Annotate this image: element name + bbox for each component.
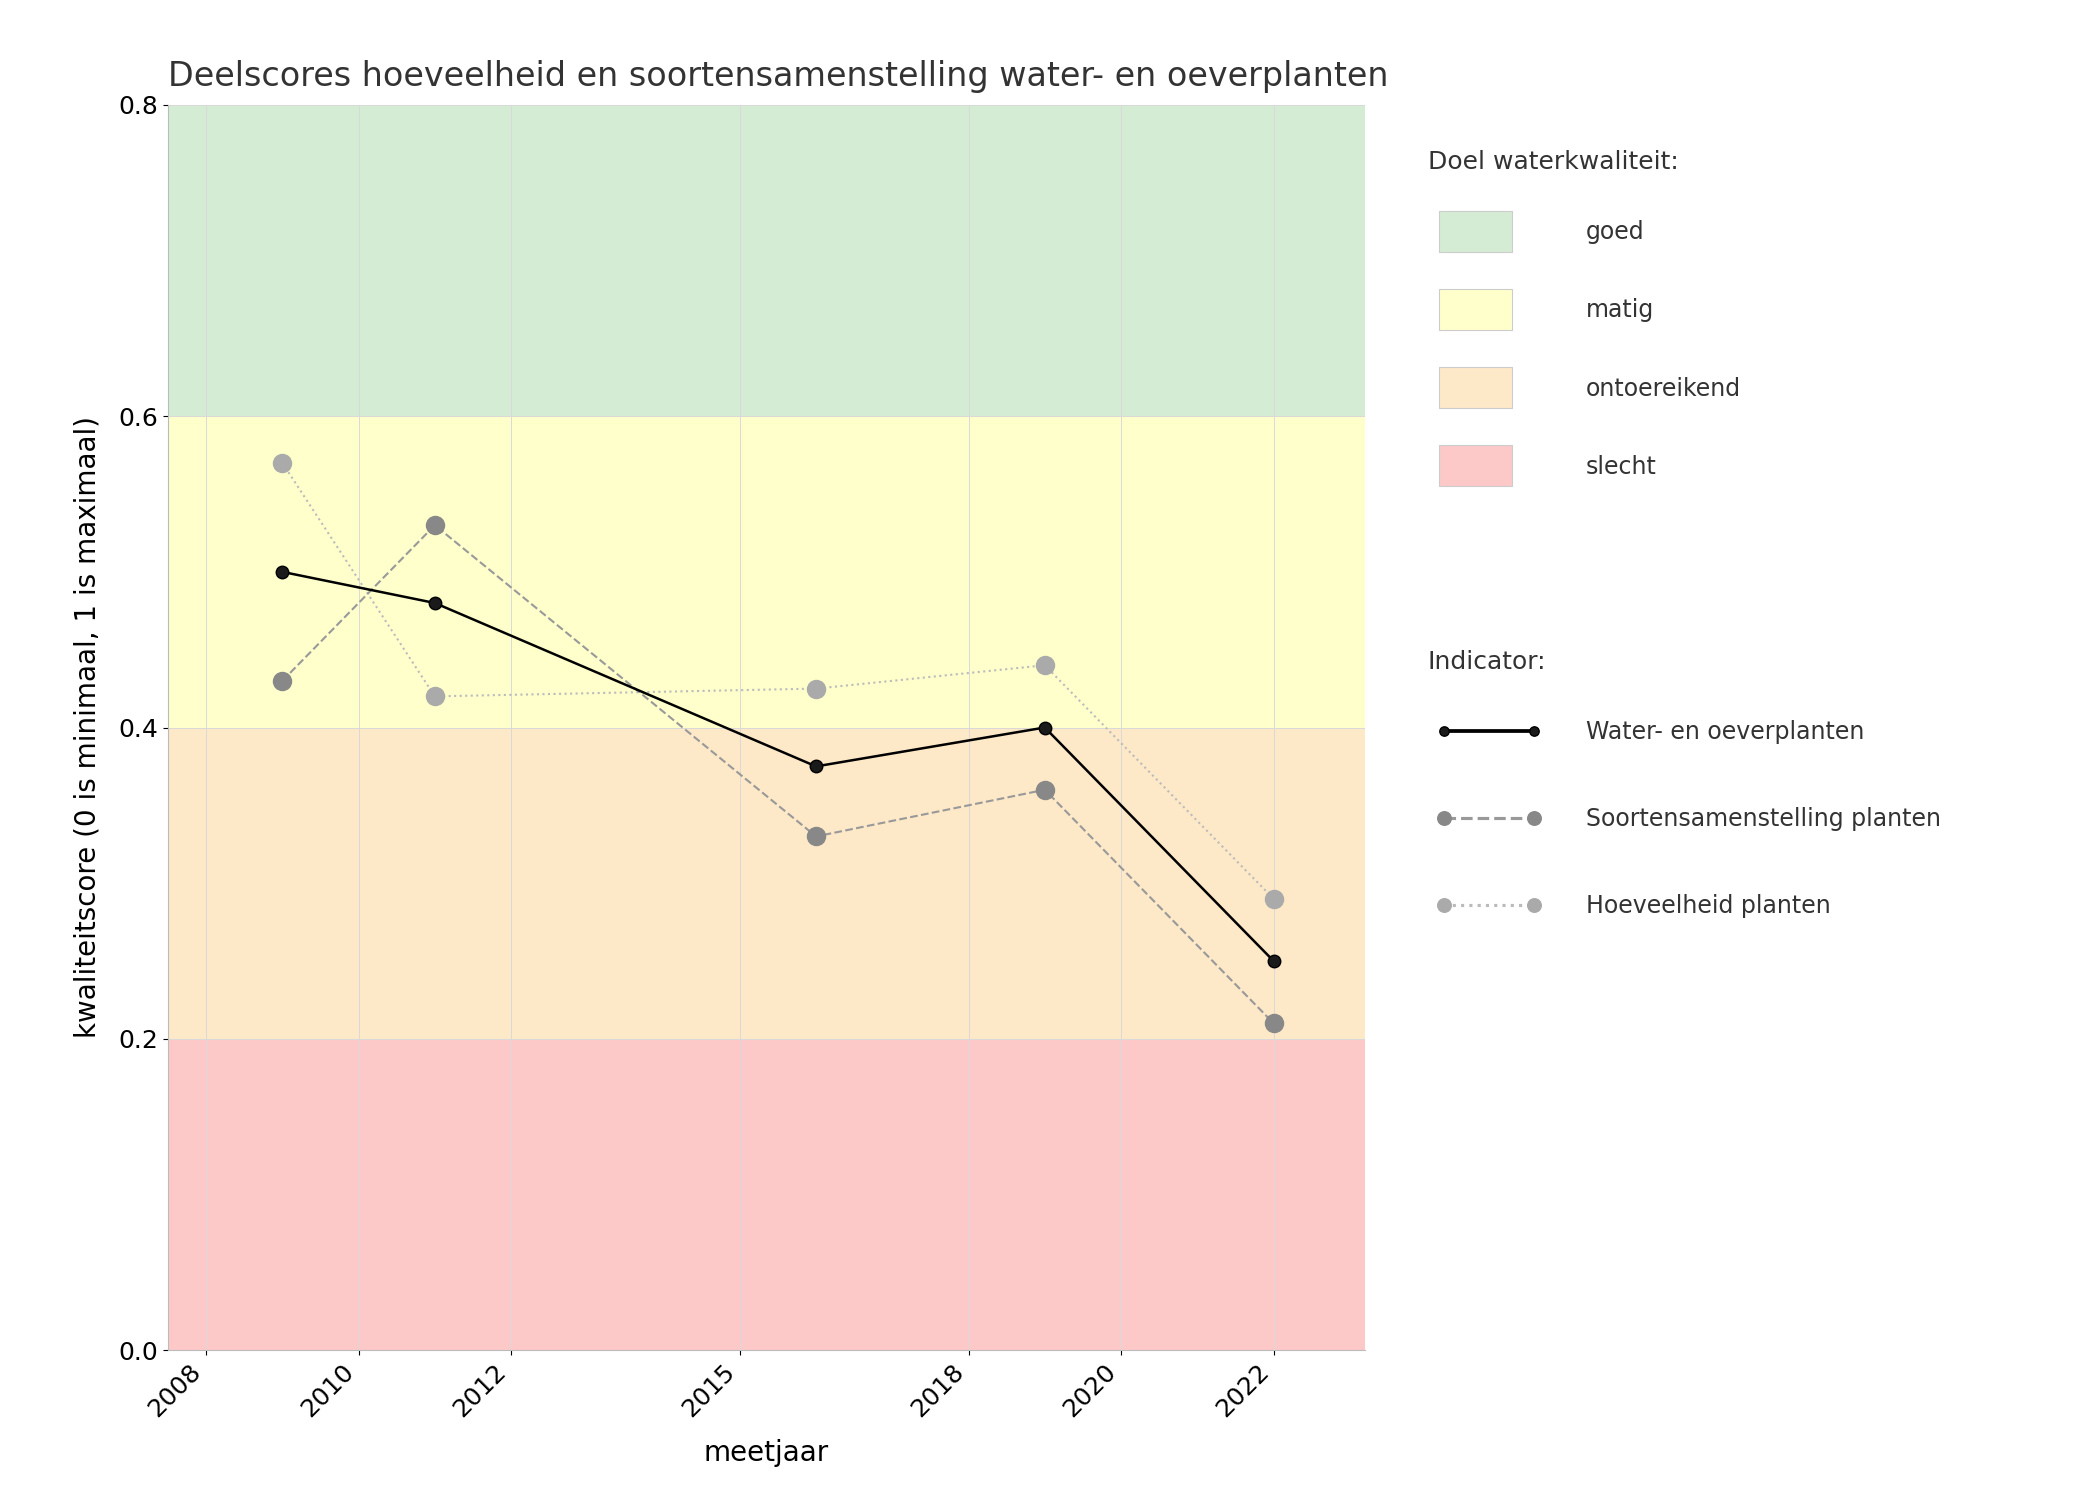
Text: slecht: slecht: [1586, 454, 1657, 478]
Text: Deelscores hoeveelheid en soortensamenstelling water- en oeverplanten: Deelscores hoeveelheid en soortensamenst…: [168, 60, 1388, 93]
Text: Indicator:: Indicator:: [1428, 650, 1546, 674]
Bar: [168, 1038, 1365, 1350]
Text: ontoereikend: ontoereikend: [1586, 376, 1741, 400]
Text: matig: matig: [1586, 298, 1655, 322]
Text: Hoeveelheid planten: Hoeveelheid planten: [1586, 894, 1831, 918]
Y-axis label: kwaliteitscore (0 is minimaal, 1 is maximaal): kwaliteitscore (0 is minimaal, 1 is maxi…: [74, 417, 101, 1038]
Text: Soortensamenstelling planten: Soortensamenstelling planten: [1586, 807, 1940, 831]
X-axis label: meetjaar: meetjaar: [704, 1438, 830, 1467]
Text: Water- en oeverplanten: Water- en oeverplanten: [1586, 720, 1865, 744]
Bar: [168, 728, 1365, 1038]
Bar: [168, 105, 1365, 416]
Text: goed: goed: [1586, 220, 1644, 245]
Bar: [168, 416, 1365, 728]
Text: Doel waterkwaliteit:: Doel waterkwaliteit:: [1428, 150, 1678, 174]
